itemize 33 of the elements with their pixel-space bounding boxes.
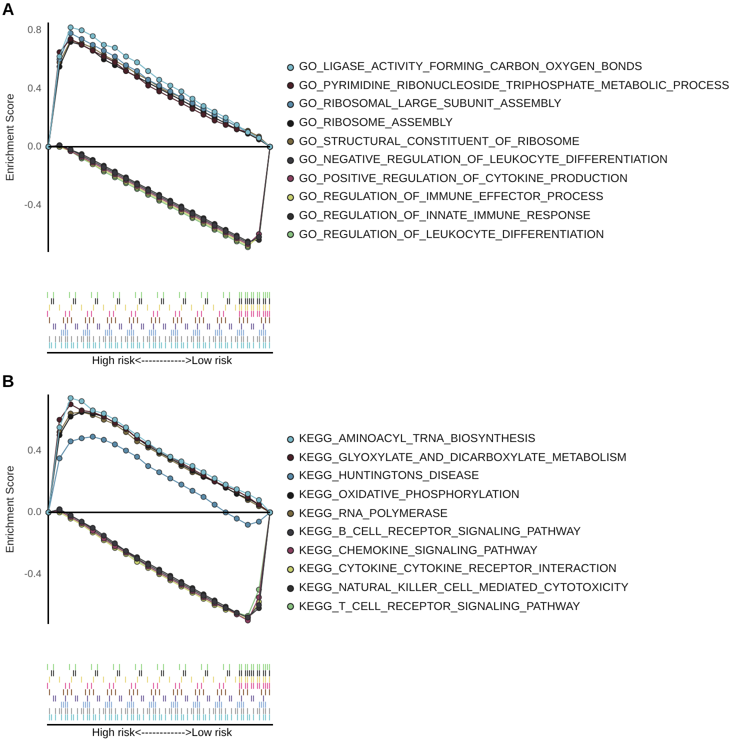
legend-label: KEGG_T_CELL_RECEPTOR_SIGNALING_PATHWAY	[299, 600, 580, 613]
x-axis-title: High risk<------------>Low risk	[91, 727, 233, 739]
y-tick-label: 0.4	[28, 83, 42, 94]
legend-label: KEGG_HUNTINGTONS_DISEASE	[299, 470, 479, 482]
legend-label: GO_RIBOSOMAL_LARGE_SUBUNIT_ASSEMBLY	[299, 98, 562, 110]
legend-label: KEGG_B_CELL_RECEPTOR_SIGNALING_PATHWAY	[299, 526, 581, 538]
legend-label: GO_REGULATION_OF_INNATE_IMMUNE_RESPONSE	[299, 210, 591, 222]
y-tick-label: 0.8	[28, 25, 42, 36]
legend-label: KEGG_CYTOKINE_CYTOKINE_RECEPTOR_INTERACTION	[299, 563, 617, 576]
y-tick-label: 0.0	[28, 142, 42, 153]
legend-label: GO_POSITIVE_REGULATION_OF_CYTOKINE_PRODUCTION	[299, 172, 628, 185]
legend-label: KEGG_AMINOACYL_TRNA_BIOSYNTHESIS	[299, 433, 536, 446]
legend-label: GO_NEGATIVE_REGULATION_OF_LEUKOCYTE_DIFFERENTIATION	[299, 154, 668, 166]
chart-title: A	[2, 0, 14, 20]
legend-label: GO_REGULATION_OF_LEUKOCYTE_DIFFERENTIATION	[299, 228, 604, 241]
legend-label: KEGG_CHEMOKINE_SIGNALING_PATHWAY	[299, 544, 538, 557]
y-tick-label: 0.0	[28, 507, 42, 518]
y-axis-title: Enrichment Score	[4, 466, 17, 554]
legend-label: GO_LIGASE_ACTIVITY_FORMING_CARBON_OXYGEN_BONDS	[299, 61, 642, 74]
legend-label: GO_PYRIMIDINE_RIBONUCLEOSIDE_TRIPHOSPHATE_METABOLIC_PROCESS	[299, 80, 730, 92]
y-tick-label: 0.4	[28, 445, 42, 456]
legend-label: GO_STRUCTURAL_CONSTITUENT_OF_RIBOSOME	[299, 136, 580, 148]
y-tick-label: -0.4	[24, 568, 42, 580]
x-axis-title: High risk<------------>Low risk	[91, 355, 233, 367]
legend-label: KEGG_OXIDATIVE_PHOSPHORYLATION	[299, 489, 520, 502]
legend-label: GO_RIBOSOME_ASSEMBLY	[299, 117, 453, 130]
legend-label: KEGG_NATURAL_KILLER_CELL_MEDIATED_CYTOTOXICITY	[299, 582, 629, 594]
chart-title: B	[2, 372, 14, 392]
legend-label: KEGG_GLYOXYLATE_AND_DICARBOXYLATE_METABOLISM	[299, 452, 627, 464]
legend-label: KEGG_RNA_POLYMERASE	[299, 508, 448, 520]
legend-label: GO_REGULATION_OF_IMMUNE_EFFECTOR_PROCESS	[299, 191, 604, 204]
y-axis-title: Enrichment Score	[4, 94, 17, 182]
y-tick-label: -0.4	[24, 200, 42, 211]
